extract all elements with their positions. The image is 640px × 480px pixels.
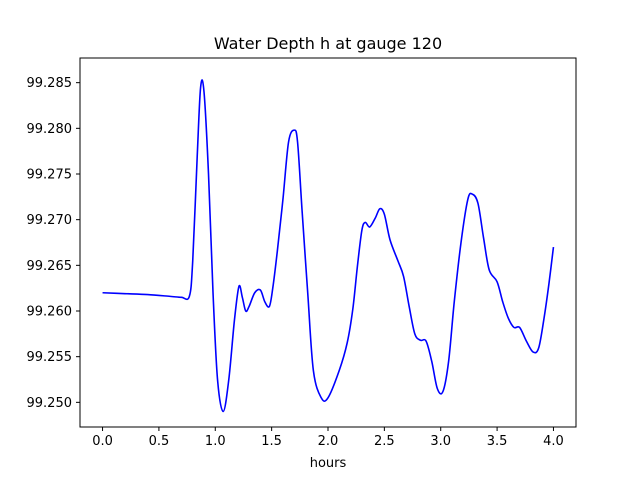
x-tick-label: 1.5 <box>261 434 282 449</box>
x-tick-label: 3.0 <box>430 434 451 449</box>
y-tick-label: 99.285 <box>27 76 73 91</box>
chart-title: Water Depth h at gauge 120 <box>214 34 442 53</box>
x-tick-label: 2.5 <box>374 434 395 449</box>
series-line-0 <box>102 79 555 413</box>
x-axis-ticks: 0.0 0.5 1.0 1.5 2.0 2.5 3.0 3.5 4.0 <box>92 427 564 449</box>
x-tick-label: 0.5 <box>149 434 170 449</box>
y-tick-label: 99.260 <box>27 305 73 320</box>
x-tick-label: 3.5 <box>487 434 508 449</box>
y-tick-label: 99.275 <box>27 167 73 182</box>
y-tick-label: 99.250 <box>27 396 73 411</box>
x-axis-title: hours <box>310 456 347 471</box>
x-tick-label: 0.0 <box>92 434 113 449</box>
y-axis-ticks: 99.250 99.255 99.260 99.265 99.270 99.275 99.2… <box>27 76 80 411</box>
x-tick-label: 2.0 <box>318 434 339 449</box>
x-tick-label: 1.0 <box>205 434 226 449</box>
y-tick-label: 99.270 <box>27 213 73 228</box>
y-tick-label: 99.255 <box>27 350 73 365</box>
x-tick-label: 4.0 <box>543 434 564 449</box>
plot-data-layer <box>102 79 555 413</box>
y-tick-label: 99.265 <box>27 259 73 274</box>
y-tick-label: 99.280 <box>27 122 73 137</box>
